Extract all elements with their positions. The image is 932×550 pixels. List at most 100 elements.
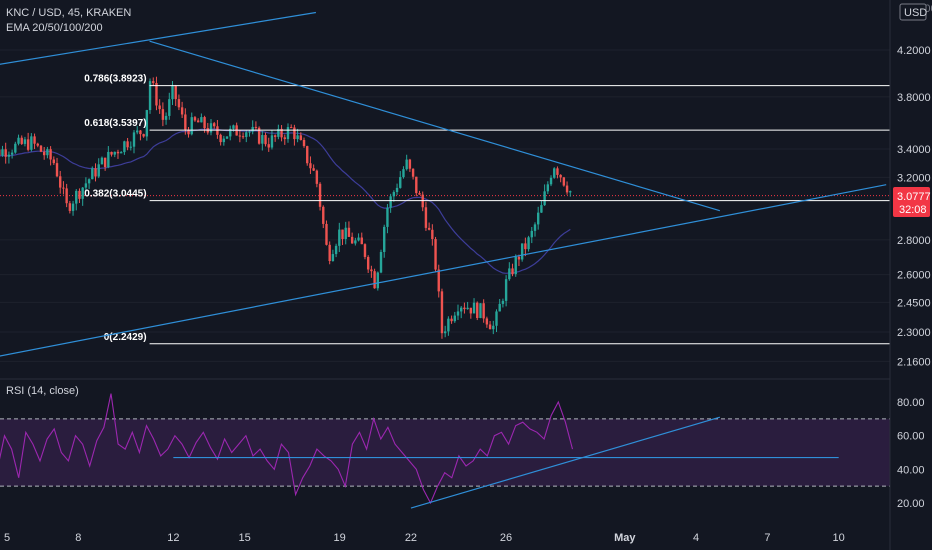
- candle-body: [540, 205, 543, 213]
- trendline-wedge-upper[interactable]: [149, 40, 721, 212]
- candle-body: [559, 174, 562, 178]
- candle-body: [520, 243, 524, 260]
- candle-body: [222, 138, 226, 143]
- candle-body: [402, 169, 405, 178]
- candle-body: [434, 239, 437, 270]
- current-price-badge: 3.0777 32:08: [893, 187, 931, 217]
- candle-body: [527, 237, 530, 250]
- symbol-title[interactable]: KNC / USD, 45, KRAKEN: [6, 7, 132, 19]
- candle-body: [46, 149, 49, 156]
- time-axis[interactable]: 5 8 12 15 19 22 26 May 4 7 10: [4, 532, 845, 544]
- candle-body: [14, 143, 17, 153]
- candle-body: [495, 311, 498, 326]
- time-tick-label: 5: [4, 532, 10, 544]
- candle-body: [370, 269, 373, 272]
- candle-body: [306, 146, 309, 164]
- candle-body: [254, 126, 258, 128]
- time-tick-label: May: [614, 532, 636, 544]
- candle-body: [248, 131, 251, 133]
- candle-body: [196, 120, 200, 123]
- candle-body: [238, 135, 242, 137]
- price-tick-label: 3.4000: [897, 144, 931, 156]
- candle-body: [354, 240, 357, 244]
- candle-body: [62, 187, 65, 189]
- candle-body: [132, 132, 136, 147]
- candle-body: [376, 272, 380, 289]
- candle-body: [546, 184, 550, 192]
- candle-body: [171, 85, 174, 100]
- currency-label[interactable]: USD: [899, 3, 927, 21]
- candle-body: [225, 136, 229, 139]
- fib-level-label: 0.786(3.8923): [84, 74, 146, 85]
- candle-body: [139, 130, 142, 135]
- candle-body: [152, 81, 155, 83]
- candle-body: [113, 151, 116, 155]
- trendline-wedge-lower[interactable]: [0, 184, 887, 360]
- candle-body: [405, 159, 408, 170]
- candle-body: [200, 117, 203, 123]
- candle-body: [145, 110, 149, 137]
- candle-body: [347, 227, 351, 237]
- candle-body: [315, 170, 319, 184]
- candle-body: [241, 136, 245, 138]
- candle-body: [492, 325, 495, 330]
- price-tick-label: 2.3000: [897, 327, 931, 339]
- time-tick-label: 8: [75, 532, 81, 544]
- candle-body: [190, 117, 193, 135]
- candle-body: [466, 307, 469, 310]
- candle-body: [129, 146, 132, 148]
- candle-body: [110, 151, 113, 155]
- candle-body: [65, 188, 68, 204]
- candle-body: [562, 177, 566, 186]
- candle-body: [514, 256, 517, 275]
- rsi-tick-label: 40.00: [897, 464, 925, 476]
- candle-body: [23, 139, 27, 144]
- candle-body: [482, 303, 485, 319]
- candle-body: [209, 123, 213, 133]
- time-tick-label: 12: [167, 532, 179, 544]
- candle-body: [136, 130, 139, 133]
- fib-level-label: 0.382(3.0445): [84, 189, 146, 200]
- candle-body: [148, 81, 152, 111]
- candle-body: [277, 128, 280, 137]
- candle-body: [536, 212, 540, 225]
- candle-body: [334, 245, 338, 255]
- candle-body: [322, 206, 325, 224]
- candle-body: [100, 157, 104, 165]
- rsi-trendline-rsi-rising[interactable]: [410, 416, 721, 509]
- candle-body: [453, 315, 456, 322]
- candle-body: [383, 226, 386, 252]
- price-tick-label: 2.6000: [897, 270, 931, 282]
- rsi-tick-label: 60.00: [897, 431, 925, 443]
- candle-body: [447, 318, 450, 332]
- candle-body: [52, 159, 56, 164]
- candle-body: [123, 141, 126, 153]
- trendline-outer-upper[interactable]: [0, 11, 317, 68]
- rsi-axis[interactable]: 80.00 60.00 40.00 20.00: [897, 397, 925, 510]
- candle-body: [556, 168, 559, 175]
- price-axis[interactable]: 4.2000 3.8000 3.4000 3.2000 2.8000 2.6000 2.45…: [897, 45, 931, 368]
- candle-body: [309, 163, 312, 169]
- candle-body: [456, 311, 460, 316]
- candle-body: [411, 168, 415, 177]
- candle-body: [17, 137, 20, 144]
- candle-body: [174, 85, 177, 100]
- price-tick-label: 2.4500: [897, 297, 931, 309]
- price-tick-label: 2.1600: [897, 356, 931, 368]
- candle-body: [508, 268, 511, 280]
- time-tick-label: 10: [833, 532, 845, 544]
- candle-body: [379, 251, 383, 273]
- ema-indicator-label[interactable]: EMA 20/50/100/200: [6, 22, 103, 34]
- candle-body: [142, 134, 145, 137]
- candle-body: [565, 185, 569, 193]
- candle-body: [7, 154, 11, 157]
- candle-body: [386, 207, 389, 227]
- candle-body: [328, 244, 331, 262]
- rsi-indicator-label[interactable]: RSI (14, close): [6, 385, 79, 397]
- candle-body: [392, 192, 396, 197]
- candle-body: [107, 151, 110, 168]
- candle-body: [431, 229, 434, 240]
- candle-body: [267, 144, 270, 148]
- candle-body: [341, 229, 344, 240]
